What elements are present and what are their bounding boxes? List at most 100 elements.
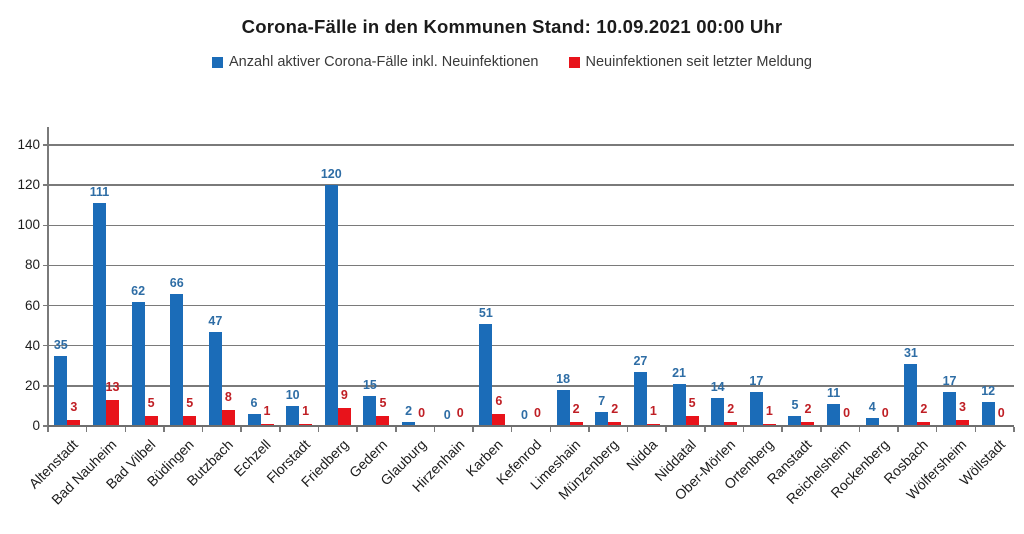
- y-axis-label: 140: [17, 137, 40, 152]
- bar-value-new-infections: 2: [920, 401, 928, 416]
- y-axis-tick: [43, 224, 48, 227]
- bar-value-new-infections: 6: [495, 393, 503, 408]
- bar-active-cases: [363, 395, 377, 426]
- x-axis-tick: [897, 427, 899, 432]
- bar-active-cases: [672, 383, 686, 426]
- bar-new-infections: [260, 423, 274, 426]
- x-axis-tick: [858, 427, 861, 432]
- bar-active-cases: [92, 203, 106, 426]
- bar-active-cases: [131, 301, 145, 426]
- bar-value-new-infections: 3: [70, 399, 78, 414]
- x-axis-tick: [742, 427, 745, 432]
- x-axis-tick: [510, 427, 513, 432]
- x-axis-tick: [820, 427, 822, 432]
- bar-value-active-cases: 47: [208, 313, 223, 328]
- legend-item-active-cases: Anzahl aktiver Corona-Fälle inkl. Neuinf…: [212, 54, 539, 70]
- bar-new-infections: [492, 413, 506, 426]
- bar-value-active-cases: 66: [169, 275, 184, 290]
- bar-value-active-cases: 35: [53, 337, 68, 352]
- bar-value-active-cases: 6: [250, 395, 258, 410]
- x-axis-tick: [201, 427, 204, 432]
- bar-new-infections: [685, 415, 699, 426]
- gridline: [48, 385, 1014, 387]
- x-axis-tick: [47, 427, 49, 432]
- gridline: [48, 344, 1014, 347]
- bar-value-active-cases: 62: [131, 283, 146, 298]
- bar-active-cases: [595, 411, 609, 426]
- bar-new-infections: [376, 415, 390, 426]
- bar-value-new-infections: 9: [340, 387, 348, 402]
- bar-value-active-cases: 0: [443, 408, 451, 422]
- bar-value-new-infections: 5: [688, 395, 696, 410]
- gridline: [48, 264, 1014, 267]
- bar-value-active-cases: 14: [710, 379, 725, 394]
- bar-active-cases: [981, 401, 995, 426]
- bar-new-infections: [337, 407, 351, 426]
- bar-value-new-infections: 0: [456, 406, 464, 420]
- bar-value-active-cases: 18: [556, 371, 571, 386]
- bar-active-cases: [711, 397, 725, 426]
- bar-active-cases: [943, 391, 957, 426]
- x-axis-tick: [472, 427, 474, 432]
- bar-value-active-cases: 4: [868, 399, 876, 414]
- bar-value-active-cases: 15: [362, 377, 377, 392]
- y-axis-tick: [43, 344, 48, 347]
- y-axis-label: 40: [24, 337, 40, 353]
- chart-title: Corona-Fälle in den Kommunen Stand: 10.0…: [241, 16, 783, 37]
- y-axis-tick: [43, 264, 48, 267]
- bar-value-active-cases: 111: [89, 185, 110, 200]
- bar-value-active-cases: 17: [749, 373, 764, 388]
- x-axis-tick: [1013, 427, 1015, 432]
- x-axis-tick: [549, 427, 552, 432]
- bar-value-new-infections: 2: [572, 401, 580, 416]
- x-axis-tick: [317, 427, 320, 432]
- x-axis-tick: [665, 427, 667, 432]
- x-axis-tick: [395, 427, 397, 432]
- bar-value-new-infections: 2: [727, 401, 735, 416]
- bar-value-new-infections: 1: [649, 403, 657, 418]
- bar-active-cases: [556, 389, 570, 426]
- bar-active-cases: [865, 417, 879, 426]
- bar-new-infections: [144, 415, 158, 426]
- y-axis-label: 120: [17, 177, 40, 193]
- y-axis-tick: [43, 184, 48, 186]
- gridline: [48, 144, 1014, 146]
- y-axis-label: 20: [24, 377, 40, 393]
- y-axis-tick: [43, 304, 48, 307]
- bar-active-cases: [479, 323, 493, 426]
- bar-new-infections: [917, 421, 931, 426]
- bar-new-infections: [221, 409, 235, 426]
- bar-value-new-infections: 0: [843, 406, 851, 420]
- bar-value-new-infections: 0: [881, 406, 889, 420]
- bar-new-infections: [762, 423, 776, 426]
- bar-new-infections: [67, 419, 81, 426]
- bar-new-infections: [801, 421, 815, 426]
- x-axis-line: [48, 425, 1014, 427]
- x-axis-tick: [163, 427, 165, 432]
- y-axis-tick: [43, 144, 48, 146]
- bar-new-infections: [299, 423, 313, 426]
- legend-label-new-infections: Neuinfektionen seit letzter Meldung: [585, 54, 813, 70]
- legend-swatch-new-infections: [568, 56, 580, 68]
- x-axis-tick: [935, 427, 938, 432]
- bar-active-cases: [402, 421, 416, 426]
- bar-value-active-cases: 51: [478, 305, 493, 320]
- y-axis-tick: [43, 385, 48, 387]
- x-axis-tick: [240, 427, 242, 432]
- bar-new-infections: [183, 415, 197, 426]
- bar-value-active-cases: 2: [405, 403, 413, 418]
- bar-value-active-cases: 31: [903, 345, 918, 360]
- gridline: [48, 184, 1014, 186]
- bar-value-new-infections: 5: [186, 395, 194, 410]
- bar-new-infections: [105, 399, 119, 426]
- x-axis-tick: [626, 427, 629, 432]
- bar-active-cases: [749, 391, 763, 426]
- bar-value-active-cases: 27: [633, 353, 648, 368]
- bar-value-active-cases: 12: [981, 383, 996, 398]
- legend-swatch-active-cases: [212, 56, 223, 68]
- x-axis-tick: [356, 427, 358, 432]
- chart-legend: Anzahl aktiver Corona-Fälle inkl. Neuinf…: [0, 54, 1024, 70]
- bar-active-cases: [324, 185, 338, 426]
